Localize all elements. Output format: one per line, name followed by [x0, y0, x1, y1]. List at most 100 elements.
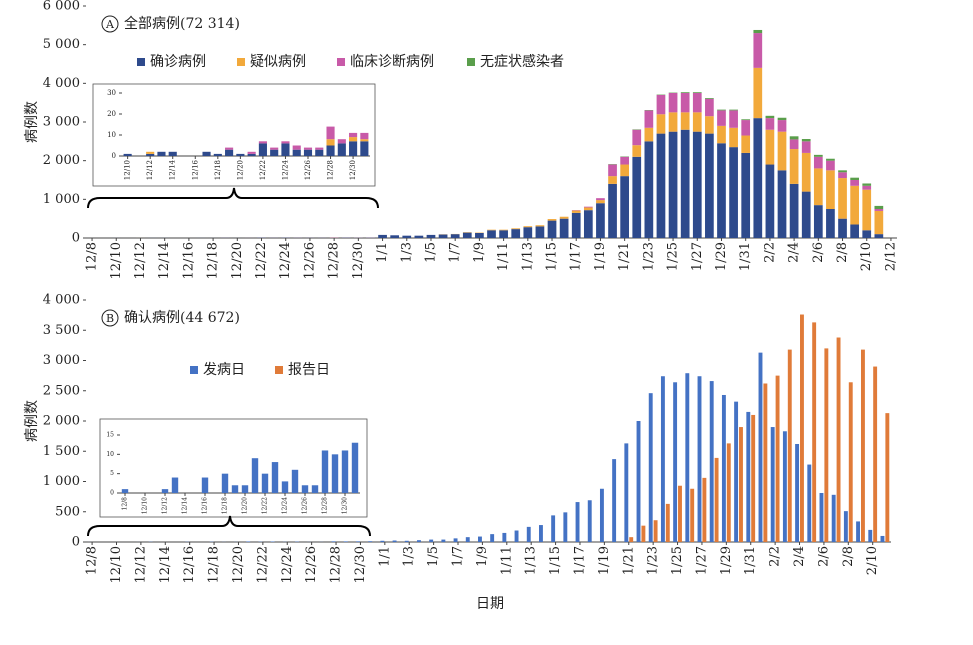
bar [441, 540, 445, 542]
bar [649, 393, 653, 542]
bar-segment [753, 30, 762, 33]
bar [641, 526, 645, 542]
bar-segment [645, 110, 654, 127]
x-tick-label: 2/2 [762, 242, 777, 263]
x-tick-label: 1/11 [499, 546, 514, 575]
bar-segment [741, 136, 750, 153]
bar [624, 443, 628, 542]
bar [885, 413, 889, 542]
bar-segment [681, 112, 690, 129]
x-tick-label: 12/14 [157, 242, 172, 279]
bar-segment [304, 148, 312, 150]
bar [629, 537, 633, 542]
x-tick-label: 12/22 [259, 160, 267, 180]
x-tick-label: 1/7 [451, 546, 466, 567]
bar-segment [225, 150, 233, 156]
bar [746, 412, 750, 542]
bar [352, 443, 358, 493]
bar-segment [608, 176, 617, 184]
bar-segment [511, 229, 520, 238]
bar-segment [681, 130, 690, 238]
bar-segment [874, 209, 883, 211]
bar-segment [705, 99, 714, 116]
x-tick-label: 1/25 [670, 546, 685, 575]
x-tick-label: 12/14 [169, 159, 177, 180]
bar [302, 485, 308, 493]
y-tick-label: 0 [72, 535, 80, 550]
bar-segment [681, 93, 690, 112]
x-tick-label: 1/3 [402, 546, 417, 567]
bar [795, 444, 799, 542]
bar-segment [838, 172, 847, 178]
bar-segment [487, 230, 496, 231]
bar [527, 527, 531, 542]
x-tick-label: 12/20 [242, 497, 249, 514]
bar-segment [790, 136, 799, 139]
x-tick-label: 1/17 [569, 242, 584, 271]
bar-segment [596, 198, 605, 200]
bar-segment [523, 226, 532, 227]
x-tick-label: 12/26 [302, 242, 317, 279]
bar [800, 315, 804, 542]
bar [856, 521, 860, 542]
bar [783, 431, 787, 542]
bar [739, 427, 743, 542]
bar [344, 541, 348, 542]
bar [844, 511, 848, 542]
x-tick-label: 12/16 [202, 497, 209, 514]
legend-label: 确诊病例 [150, 54, 206, 70]
bar [837, 338, 841, 542]
x-tick-label: 2/8 [841, 546, 856, 567]
bar-segment [850, 178, 859, 180]
x-tick-label: 12/26 [304, 546, 319, 583]
bar [393, 540, 397, 542]
bar-segment [826, 159, 835, 161]
bar-segment [790, 139, 799, 149]
bar-segment [753, 33, 762, 68]
y-tick-label: 6 000 [43, 0, 80, 14]
x-tick-label: 12/24 [280, 546, 295, 583]
x-tick-label: 12/16 [191, 159, 199, 180]
bar [262, 474, 268, 493]
x-tick-label: 1/9 [475, 546, 490, 567]
x-tick-label: 2/6 [811, 242, 826, 263]
bar-segment [214, 154, 222, 156]
bar-segment [584, 210, 593, 238]
x-tick-label: 12/30 [342, 497, 349, 514]
bar-segment [360, 141, 368, 156]
x-tick-label: 1/19 [593, 242, 608, 271]
bar-segment [326, 146, 334, 157]
x-tick-label: 12/28 [327, 160, 335, 180]
bar-segment [548, 219, 557, 221]
bar [342, 450, 348, 493]
bar [763, 383, 767, 542]
y-tick-label: 10 [107, 131, 116, 139]
bar-segment [415, 236, 424, 238]
bar-segment [741, 119, 750, 120]
bar-segment [862, 230, 871, 238]
bar [368, 541, 372, 542]
x-tick-label: 1/1 [377, 546, 392, 567]
x-tick-label: 12/12 [162, 497, 169, 514]
x-tick-label: 12/12 [146, 160, 154, 180]
bar-segment [608, 165, 617, 177]
x-tick-label: 1/13 [524, 546, 539, 575]
bar [771, 427, 775, 542]
bar-segment [729, 110, 738, 111]
y-tick-label: 0 [110, 490, 114, 497]
bar [563, 512, 567, 542]
bar-segment [338, 143, 346, 156]
x-tick-label: 12/10 [142, 497, 149, 514]
bar [576, 502, 580, 542]
bar-segment [632, 130, 641, 145]
bar-segment [572, 211, 581, 213]
bar-segment [451, 234, 460, 238]
bar-segment [778, 118, 787, 120]
bar-segment [814, 205, 823, 238]
bar [272, 462, 278, 493]
legend-label: 临床诊断病例 [350, 54, 434, 70]
legend-swatch [467, 58, 475, 66]
bar [588, 500, 592, 542]
y-tick-label: 2 000 [43, 153, 80, 168]
bar [612, 459, 616, 542]
